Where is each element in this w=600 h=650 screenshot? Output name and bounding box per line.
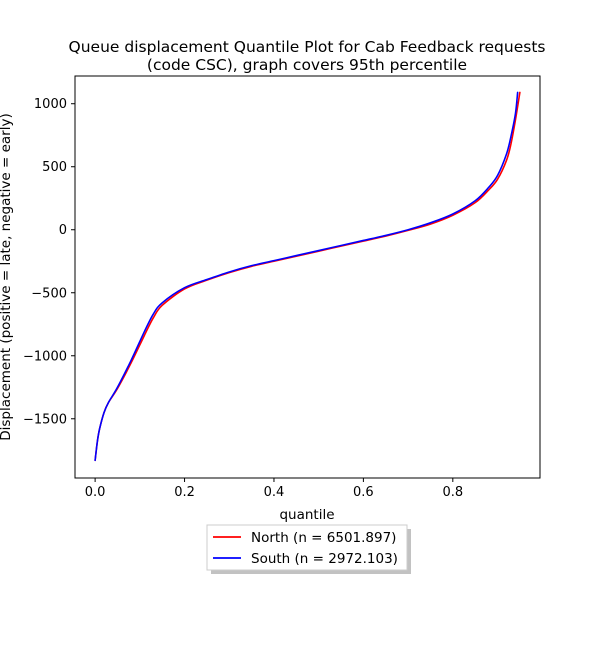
x-tick-label: 0.8 <box>442 485 463 500</box>
legend-label-south: South (n = 2972.103) <box>251 551 398 567</box>
y-axis-label: Displacement (positive = late, negative … <box>0 113 14 441</box>
y-tick-label: −1500 <box>23 412 67 427</box>
chart-title-line-2: (code CSC), graph covers 95th percentile <box>147 56 467 74</box>
y-tick-label: 500 <box>42 160 67 175</box>
y-tick-label: −500 <box>31 286 67 301</box>
x-tick-label: 0.0 <box>85 485 106 500</box>
chart-title-line-1: Queue displacement Quantile Plot for Cab… <box>69 38 546 56</box>
y-tick-label: 0 <box>59 223 67 238</box>
legend: North (n = 6501.897) South (n = 2972.103) <box>206 524 411 574</box>
series-line-south <box>94 91 519 462</box>
x-tick-label: 0.6 <box>353 485 374 500</box>
x-axis: 0.0 0.2 0.4 0.6 0.8 <box>85 478 463 500</box>
legend-label-north: North (n = 6501.897) <box>251 530 396 546</box>
x-tick-label: 0.2 <box>174 485 195 500</box>
x-tick-label: 0.4 <box>264 485 285 500</box>
y-axis: −1500 −1000 −500 0 500 1000 <box>23 97 75 427</box>
chart-title: Queue displacement Quantile Plot for Cab… <box>69 38 546 74</box>
x-axis-label: quantile <box>279 507 334 523</box>
legend-box <box>206 524 408 571</box>
y-tick-label: −1000 <box>23 349 67 364</box>
plot-area <box>74 75 541 479</box>
series-lines <box>94 91 521 462</box>
y-tick-label: 1000 <box>34 97 67 112</box>
series-line-north <box>94 91 521 462</box>
